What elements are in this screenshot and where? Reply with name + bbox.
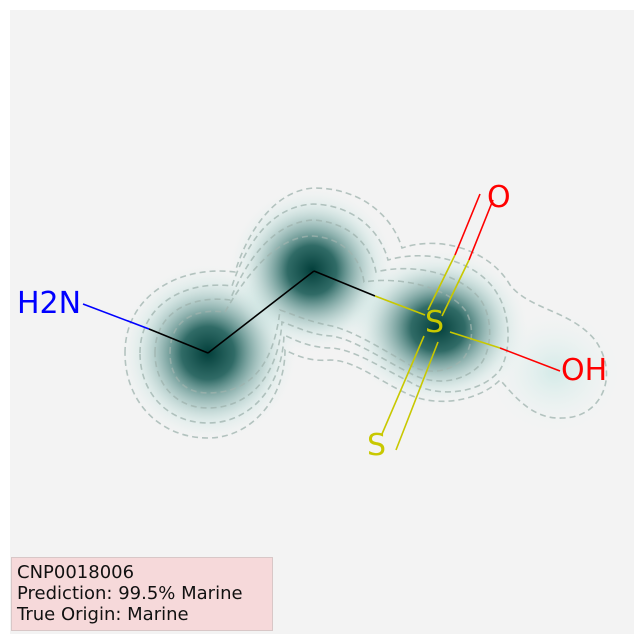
true-origin-text: True Origin: Marine — [17, 604, 189, 625]
bond-s1-o1-b-red — [468, 199, 494, 261]
similarity-heatmap — [120, 188, 620, 441]
atom-label-o: O — [487, 180, 511, 215]
bond-s1-o1-a-yellow — [427, 254, 456, 311]
molecule-drawing: H2N S O OH S — [17, 180, 620, 463]
atom-label-s1: S — [425, 305, 444, 340]
prediction-info-box: CNP0018006 Prediction: 99.5% Marine True… — [11, 557, 273, 631]
bond-s1-o1-a-red — [454, 193, 481, 256]
compound-id: CNP0018006 — [17, 562, 135, 583]
bond-c2-s1-black — [313, 270, 376, 297]
bond-n-c1-black — [148, 328, 209, 354]
heatmap-contours — [124, 187, 608, 439]
atom-label-oh: OH — [561, 353, 607, 388]
bond-n-c1-blue — [82, 303, 150, 330]
prediction-text: Prediction: 99.5% Marine — [17, 583, 243, 604]
bond-s1-oh-red — [499, 347, 561, 372]
atom-labels: H2N S O OH S — [17, 180, 607, 463]
contour-3 — [154, 219, 491, 409]
bond-s1-oh-yellow — [449, 331, 501, 349]
bond-s1-s2-a — [381, 335, 425, 435]
bond-c2-s1-yellow — [374, 295, 426, 316]
bond-layer — [82, 193, 561, 451]
atom-label-n: H2N — [17, 286, 81, 321]
contour-outer — [124, 187, 608, 439]
bond-c1-c2 — [207, 270, 315, 354]
molecule-canvas: H2N S O OH S — [10, 10, 634, 634]
contour-2 — [139, 203, 509, 424]
bond-s1-o1-b-yellow — [441, 259, 470, 317]
heatmap-blob-s1 — [348, 250, 528, 406]
contour-4 — [169, 235, 473, 394]
atom-label-s2: S — [367, 428, 386, 463]
bond-s1-s2-b — [395, 341, 439, 451]
